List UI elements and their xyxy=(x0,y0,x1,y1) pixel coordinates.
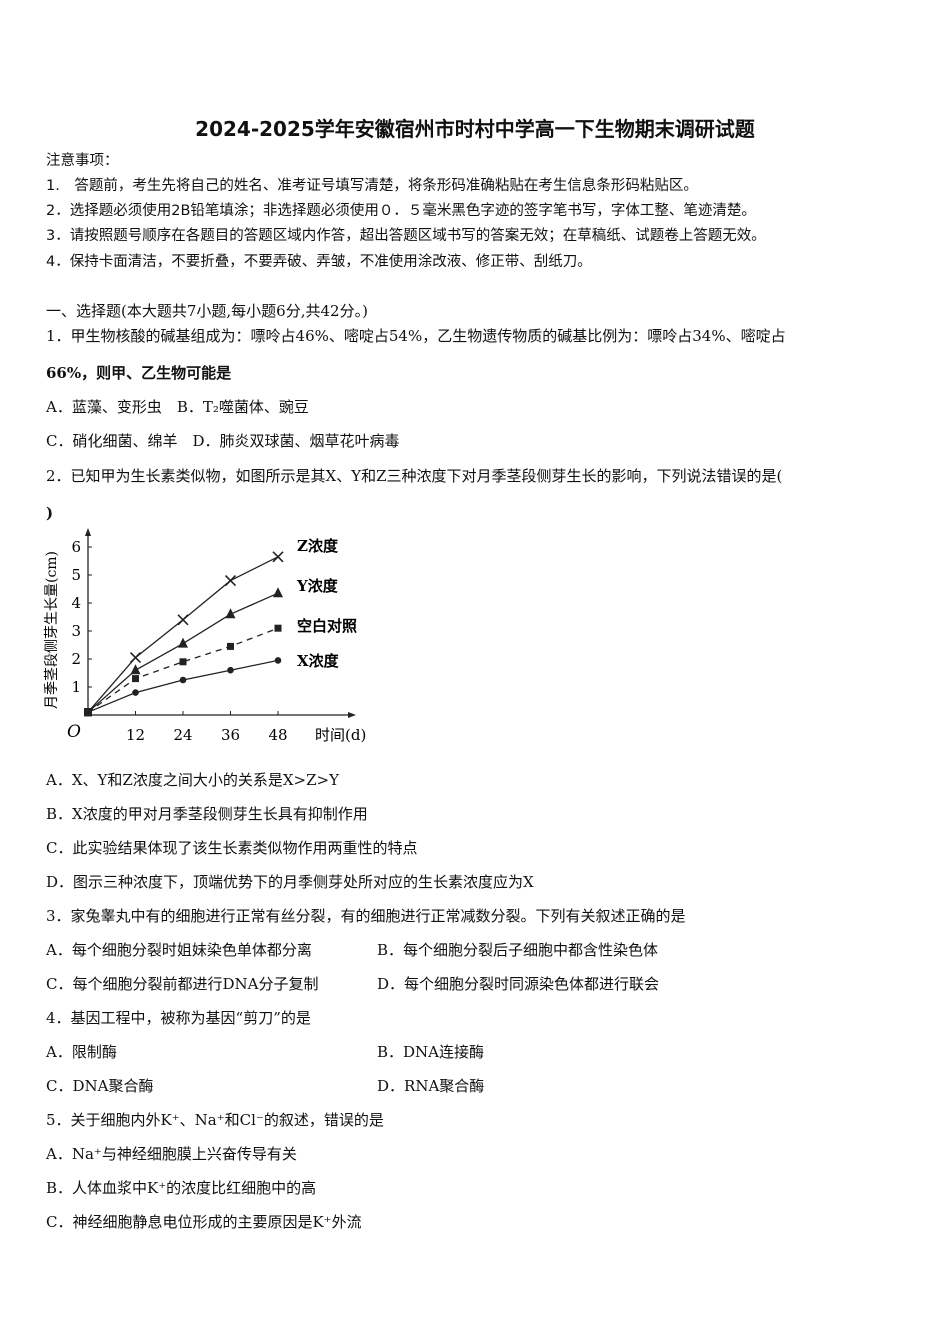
data-point-circle xyxy=(179,676,187,684)
y-tick-label: 2 xyxy=(71,650,81,668)
data-point-square xyxy=(132,675,139,683)
series-line xyxy=(87,627,279,713)
y-tick-label: 6 xyxy=(71,538,81,556)
x-tick-label: 48 xyxy=(268,726,287,744)
question-4-option-b: B．DNA连接酶 xyxy=(377,1043,485,1061)
data-point-square xyxy=(179,658,187,666)
question-1-stem-cont: 66%，则甲、乙生物可能是 xyxy=(46,364,232,382)
data-point-triangle xyxy=(130,664,141,675)
x-axis-arrow xyxy=(348,712,356,718)
origin-label: O xyxy=(67,722,81,742)
question-4-stem: 4．基因工程中，被称为基因“剪刀”的是 xyxy=(46,1009,311,1027)
series-label: Z浓度 xyxy=(297,537,339,555)
data-point-triangle xyxy=(178,637,188,648)
question-5-option-b: B．人体血浆中K⁺的浓度比红细胞中的高 xyxy=(46,1179,317,1197)
question-4-option-d: D．RNA聚合酶 xyxy=(377,1077,485,1095)
y-tick-label: 5 xyxy=(71,566,81,584)
notice-item: 1. 答题前，考生先将自己的姓名、准考证号填写清楚，将条形码准确粘贴在考生信息条… xyxy=(46,178,698,194)
question-1-options: C．硝化细菌、绵羊 D．肺炎双球菌、烟草花叶病毒 xyxy=(46,432,400,450)
y-tick-label: 4 xyxy=(71,594,81,612)
question-2-stem: 2．已知甲为生长素类似物，如图所示是其X、Y和Z三种浓度下对月季茎段侧芽生长的影… xyxy=(46,467,783,485)
question-3-option-b: B．每个细胞分裂后子细胞中都含性染色体 xyxy=(377,941,659,959)
notice-item: 3．请按照题号顺序在各题目的答题区域内作答，超出答题区域书写的答案无效；在草稿纸… xyxy=(46,228,766,244)
question-3-option-a: A．每个细胞分裂时姐妹染色单体都分离 xyxy=(46,941,312,959)
series-label: X浓度 xyxy=(297,652,340,670)
question-1-stem: 1．甲生物核酸的碱基组成为：嘌呤占46%、嘧啶占54%，乙生物遗传物质的碱基比例… xyxy=(46,327,786,345)
question-2-option-b: B．X浓度的甲对月季茎段侧芽生长具有抑制作用 xyxy=(46,805,368,823)
question-5-option-c: C．神经细胞静息电位形成的主要原因是K⁺外流 xyxy=(46,1213,362,1231)
series-line xyxy=(87,556,279,713)
series-label: 空白对照 xyxy=(297,617,357,635)
data-point-circle xyxy=(227,666,234,674)
question-3-stem: 3．家兔睾丸中有的细胞进行正常有丝分裂，有的细胞进行正常减数分裂。下列有关叙述正… xyxy=(46,907,686,925)
question-4-option-a: A．限制酶 xyxy=(46,1043,117,1061)
x-tick-label: 36 xyxy=(221,726,240,744)
section-heading: 一、选择题(本大题共7小题,每小题6分,共42分。) xyxy=(46,302,368,320)
question-2-option-d: D．图示三种浓度下，顶端优势下的月季侧芽处所对应的生长素浓度应为X xyxy=(46,873,534,891)
question-4-option-c: C．DNA聚合酶 xyxy=(46,1077,154,1095)
question-3-option-d: D．每个细胞分裂时同源染色体都进行联会 xyxy=(377,975,660,993)
page-title: 2024-2025学年安徽宿州市时村中学高一下生物期末调研试题 xyxy=(195,117,755,141)
series-label: Y浓度 xyxy=(296,577,339,595)
data-point-x xyxy=(129,652,142,664)
notice-item: 2．选择题必须使用2B铅笔填涂；非选择题必须使用０．５毫米黑色字迹的签字笔书写，… xyxy=(46,203,756,219)
x-tick-label: 24 xyxy=(173,726,192,744)
data-point-circle xyxy=(132,689,139,696)
data-point-triangle xyxy=(273,587,283,598)
x-axis-label: 时间(d) xyxy=(315,726,366,744)
data-point-x xyxy=(224,575,237,587)
x-tick-label: 12 xyxy=(126,726,145,744)
data-point-triangle xyxy=(225,608,236,619)
notice-heading: 注意事项： xyxy=(46,153,119,169)
data-point-square xyxy=(227,642,234,650)
data-point-x xyxy=(272,551,284,563)
question-2-option-c: C．此实验结果体现了该生长素类似物作用两重性的特点 xyxy=(46,839,418,857)
data-point-x xyxy=(177,614,189,626)
y-axis-arrow xyxy=(85,528,91,536)
origin-point xyxy=(84,708,92,717)
question-5-stem: 5．关于细胞内外K⁺、Na⁺和Cl⁻的叙述，错误的是 xyxy=(46,1111,384,1129)
y-tick-label: 3 xyxy=(71,622,81,640)
question-2-option-a: A．X、Y和Z浓度之间大小的关系是X>Z>Y xyxy=(46,771,339,789)
data-point-square xyxy=(274,624,282,632)
y-tick-label: 1 xyxy=(71,678,81,696)
data-point-circle xyxy=(274,657,282,664)
question-3-option-c: C．每个细胞分裂前都进行DNA分子复制 xyxy=(46,975,319,993)
growth-chart: O 12 24 36 48 时间(d)123456月季茎段侧芽生长量(cm)Z浓度Y浓度空… xyxy=(44,528,366,744)
question-5-option-a: A．Na⁺与神经细胞膜上兴奋传导有关 xyxy=(46,1145,297,1163)
question-1-options: A．蓝藻、变形虫 B．T₂噬菌体、豌豆 xyxy=(46,398,309,416)
question-2-stem-cont: ) xyxy=(46,504,54,522)
notice-item: 4．保持卡面清洁，不要折叠，不要弄破、弄皱，不准使用涂改液、修正带、刮纸刀。 xyxy=(46,254,592,270)
series-line xyxy=(87,592,279,713)
y-axis-label: 月季茎段侧芽生长量(cm) xyxy=(44,551,60,709)
